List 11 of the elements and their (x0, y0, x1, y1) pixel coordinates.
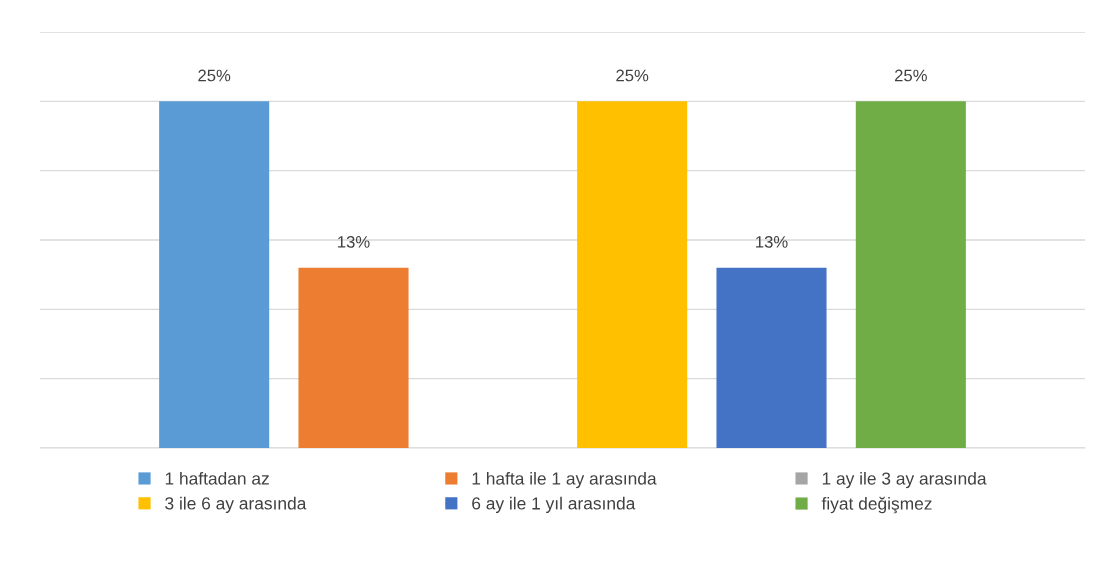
legend-label: fiyat değişmez (821, 496, 932, 514)
data-label: 25% (616, 69, 649, 82)
legend-label: 1 haftadan az (165, 471, 269, 485)
data-label: 13% (338, 235, 370, 248)
legend-label: 1 ay ile 3 ay arasında (822, 471, 987, 489)
data-label: 25% (894, 69, 927, 82)
legend-label: 1 hafta ile 1 ay arasında (472, 471, 657, 489)
data-label: 25% (198, 69, 231, 82)
legend-label: 6 ay ile 1 yıl arasında (472, 496, 636, 513)
data-label: 13% (756, 235, 788, 248)
legend-label: 3 ile 6 ay arasında (165, 496, 307, 513)
